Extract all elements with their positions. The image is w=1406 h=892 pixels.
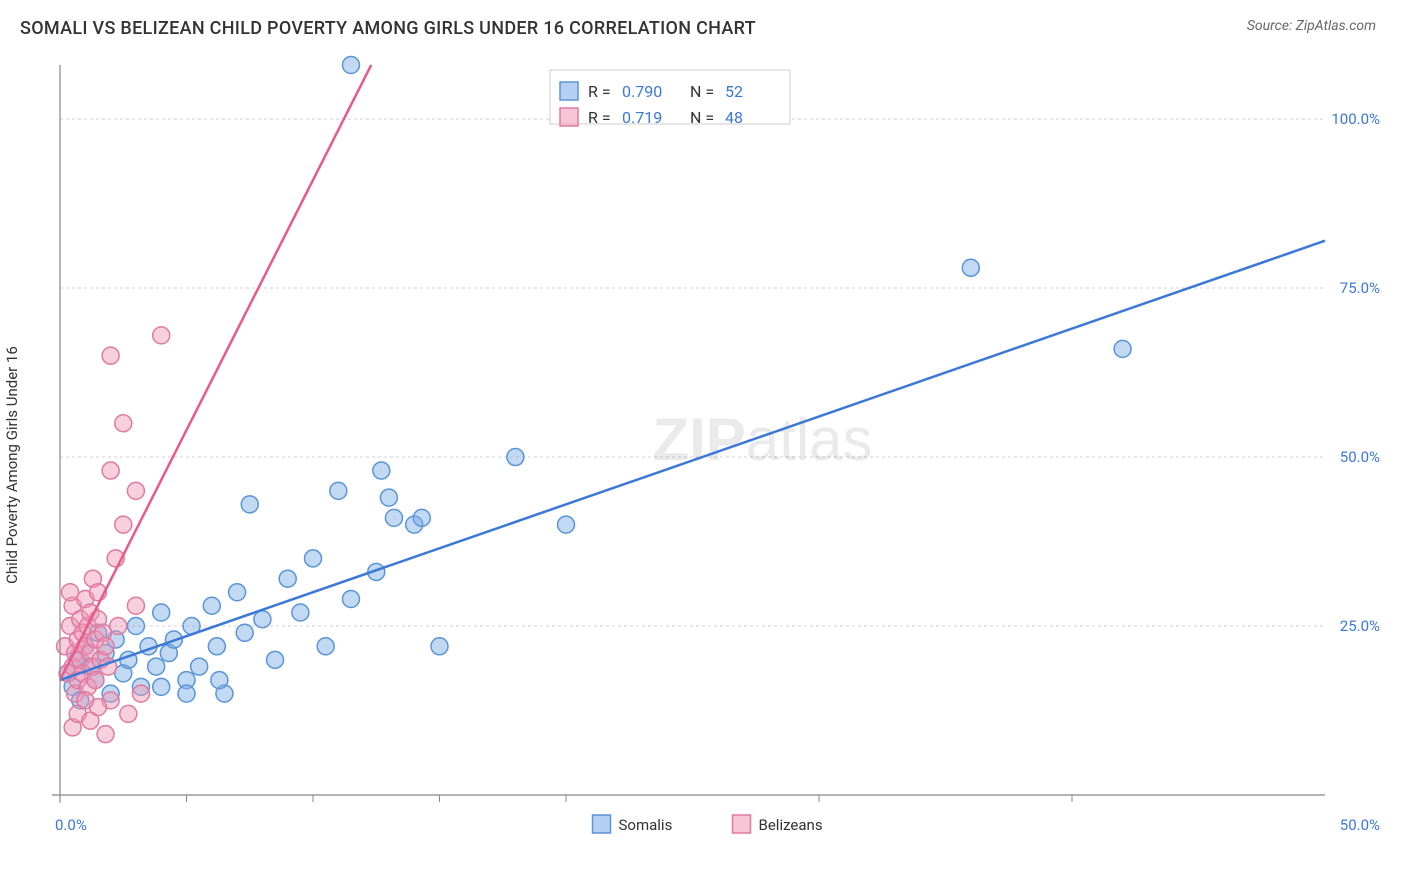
legend-r-value: 0.790	[622, 82, 662, 101]
data-point	[431, 638, 448, 655]
y-axis-label: Child Poverty Among Girls Under 16	[3, 346, 21, 584]
data-point	[191, 658, 208, 675]
legend-swatch	[733, 815, 751, 833]
x-tick-label: 50.0%	[1340, 816, 1380, 834]
data-point	[97, 638, 114, 655]
data-point	[1114, 340, 1131, 357]
legend-r-label: R =	[588, 108, 611, 127]
data-point	[507, 449, 524, 466]
x-tick-label: 0.0%	[55, 816, 87, 834]
legend-swatch	[560, 82, 578, 100]
data-point	[153, 604, 170, 621]
y-tick-label: 75.0%	[1340, 279, 1380, 297]
data-point	[132, 685, 149, 702]
data-point	[330, 482, 347, 499]
data-point	[148, 658, 165, 675]
data-point	[292, 604, 309, 621]
legend-n-value: 48	[725, 108, 743, 127]
data-point	[178, 685, 195, 702]
source-label: Source: ZipAtlas.com	[1247, 18, 1376, 34]
data-point	[385, 509, 402, 526]
data-point	[305, 550, 322, 567]
data-point	[110, 618, 127, 635]
data-point	[211, 672, 228, 689]
data-point	[229, 584, 246, 601]
legend-r-value: 0.719	[622, 108, 662, 127]
data-point	[558, 516, 575, 533]
data-point	[208, 638, 225, 655]
scatter-chart: 25.0%50.0%75.0%100.0%ZIPatlas0.0%50.0%R …	[20, 55, 1386, 875]
data-point	[962, 259, 979, 276]
data-point	[254, 611, 271, 628]
data-point	[153, 678, 170, 695]
data-point	[115, 516, 132, 533]
data-point	[373, 462, 390, 479]
data-point	[127, 618, 144, 635]
data-point	[236, 624, 253, 641]
data-point	[115, 415, 132, 432]
data-point	[279, 570, 296, 587]
series-legend-label: Belizeans	[759, 816, 823, 834]
data-point	[342, 57, 359, 74]
data-point	[317, 638, 334, 655]
data-point	[380, 489, 397, 506]
chart-container: Child Poverty Among Girls Under 16 25.0%…	[20, 55, 1386, 875]
data-point	[102, 347, 119, 364]
data-point	[87, 672, 104, 689]
legend-swatch	[593, 815, 611, 833]
legend-n-value: 52	[725, 82, 743, 101]
data-point	[127, 482, 144, 499]
data-point	[102, 462, 119, 479]
data-point	[342, 590, 359, 607]
legend-r-label: R =	[588, 82, 611, 101]
legend-swatch	[560, 108, 578, 126]
correlation-legend	[550, 70, 790, 124]
data-point	[241, 496, 258, 513]
chart-title: SOMALI VS BELIZEAN CHILD POVERTY AMONG G…	[20, 18, 756, 39]
legend-n-label: N =	[690, 82, 714, 101]
data-point	[89, 699, 106, 716]
data-point	[127, 597, 144, 614]
data-point	[97, 726, 114, 743]
y-tick-label: 50.0%	[1340, 448, 1380, 466]
data-point	[413, 509, 430, 526]
series-legend-label: Somalis	[619, 816, 673, 834]
data-point	[203, 597, 220, 614]
data-point	[62, 584, 79, 601]
data-point	[153, 327, 170, 344]
data-point	[120, 705, 137, 722]
legend-n-label: N =	[690, 108, 714, 127]
y-tick-label: 25.0%	[1340, 617, 1380, 635]
data-point	[267, 651, 284, 668]
y-tick-label: 100.0%	[1331, 110, 1380, 128]
